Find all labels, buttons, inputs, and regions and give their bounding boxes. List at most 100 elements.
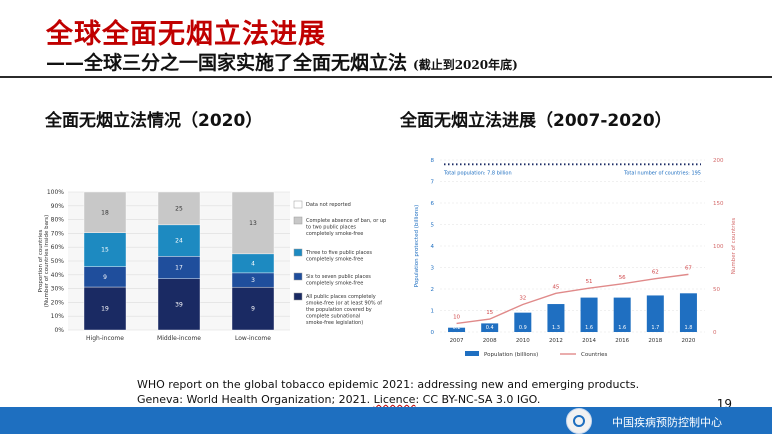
y-tick-label: 60% (51, 244, 65, 251)
y-tick-label: 40% (51, 272, 65, 279)
x-tick-label: 2008 (483, 338, 497, 344)
x-tick-label: 2020 (681, 338, 695, 344)
bar-value-label: 1.6 (585, 325, 593, 331)
countries-value-label: 62 (652, 270, 659, 276)
countries-value-label: 51 (586, 279, 593, 285)
legend-swatch (293, 292, 303, 301)
y-tick-label: 100% (47, 189, 64, 196)
bar-value-label: 1.8 (684, 325, 692, 331)
population-bar (481, 323, 499, 332)
x-tick-label: 2016 (615, 338, 629, 344)
y-tick-label: 4 (431, 244, 435, 250)
bar-segment (83, 191, 127, 233)
y-tick-label: 30% (51, 286, 65, 293)
population-bar (613, 297, 631, 332)
bar-value-label: 9 (251, 306, 255, 313)
bar-segment (231, 286, 275, 331)
population-bar (580, 297, 598, 332)
x-tick-label: 2014 (582, 338, 596, 344)
y-tick-label: 20% (51, 299, 65, 306)
bar-segment (83, 232, 127, 267)
legend-label: Countries (581, 352, 608, 358)
y-axis-label: Population protected (billions) (414, 205, 420, 288)
legend-label: Population (billions) (484, 352, 538, 358)
x-tick-label: Middle-income (157, 335, 201, 342)
population-bar (514, 312, 532, 332)
legend-label: Complete absence of ban, or up to two pub… (306, 218, 386, 237)
footer-bar: 中国疾病预防控制中心 (0, 407, 772, 434)
y2-axis-label: Number of countries (731, 218, 737, 275)
citation-line-2c: : CC BY-NC-SA 3.0 IGO. (415, 393, 541, 406)
y-axis-label: Proportion of countries(Number of countr… (38, 215, 50, 308)
x-tick-label: High-income (86, 335, 124, 342)
reference-right-label: Total number of countries: 195 (623, 170, 701, 176)
population-bar (547, 304, 565, 332)
bar-value-label: 17 (175, 265, 183, 272)
countries-value-label: 45 (552, 284, 559, 290)
population-bar (448, 327, 466, 332)
y-tick-label: 70% (51, 230, 65, 237)
bar-value-label: 1.7 (651, 325, 659, 331)
bar-value-label: 15 (101, 247, 109, 254)
countries-value-label: 67 (685, 265, 692, 271)
citation-line-2a: Geneva: World Health Organization; 2021. (137, 393, 374, 406)
x-tick-label: 2018 (648, 338, 662, 344)
x-tick-label: Low-income (235, 335, 271, 342)
y-tick-label: 0% (54, 327, 64, 334)
countries-value-label: 10 (453, 314, 460, 320)
bar-segment (157, 278, 201, 331)
y-tick-label: 7 (431, 180, 435, 186)
subtitle-text: ——全球三分之一国家实施了全面无烟立法 (46, 52, 408, 74)
left-section-title: 全面无烟立法情况（2020） (45, 111, 263, 131)
legend-swatch (293, 248, 303, 257)
y-tick-label: 1 (431, 309, 435, 315)
bar-segment (231, 191, 275, 255)
y-tick-label: 6 (431, 201, 435, 207)
bar-value-label: 4 (251, 260, 255, 267)
bar-value-label: 0.2 (453, 325, 461, 331)
y-tick-label: 90% (51, 203, 65, 210)
legend-swatch-population (465, 351, 479, 356)
citation-line-2: Geneva: World Health Organization; 2021.… (137, 392, 639, 407)
bar-value-label: 0.9 (519, 325, 527, 331)
y2-tick-label: 0 (713, 330, 717, 336)
y-tick-label: 10% (51, 313, 65, 320)
bar-value-label: 24 (175, 238, 183, 245)
income-stacked-bar-chart: 0% 10% 20% 30% 40% 50% 60% 70% 80% 90% 100% Proport… (38, 189, 386, 342)
y2-tick-label: 150 (713, 201, 724, 207)
legend-label: Data not reported (306, 202, 351, 208)
legend-swatch (293, 272, 303, 281)
bar-value-label: 19 (101, 306, 109, 313)
citation: WHO report on the global tobacco epidemi… (137, 377, 639, 407)
y-tick-label: 2 (431, 287, 435, 293)
countries-value-label: 56 (619, 275, 626, 281)
legend-label: Six to seven public places completely smo… (306, 274, 371, 287)
footer-org-name: 中国疾病预防控制中心 (612, 416, 722, 429)
legend-label: Three to five public places completely sm… (305, 250, 372, 263)
y-tick-label: 8 (431, 158, 435, 164)
y2-tick-label: 50 (713, 287, 720, 293)
citation-licence-word: Licence (373, 393, 416, 406)
bar-value-label: 18 (101, 209, 109, 216)
citation-line-1: WHO report on the global tobacco epidemi… (137, 378, 640, 391)
right-section-title: 全面无烟立法进展（2007-2020） (400, 111, 672, 131)
bar-value-label: 25 (175, 205, 183, 212)
x-tick-label: 2012 (549, 338, 563, 344)
y-tick-label: 50% (51, 258, 65, 265)
bar-value-label: 9 (103, 274, 107, 281)
x-tick-label: 2010 (516, 338, 530, 344)
bar-value-label: 13 (249, 220, 257, 227)
bar-value-label: 3 (251, 277, 255, 284)
x-tick-label: 2007 (450, 338, 464, 344)
bar-value-label: 39 (175, 301, 183, 308)
title-divider (0, 76, 772, 78)
countries-value-label: 32 (519, 295, 526, 301)
population-bar (679, 293, 697, 332)
y2-tick-label: 200 (713, 158, 724, 164)
countries-line (456, 273, 689, 325)
bar-segment (83, 286, 127, 331)
countries-value-label: 15 (486, 310, 493, 316)
bar-value-label: 1.6 (618, 325, 626, 331)
y-tick-label: 0 (431, 330, 435, 336)
